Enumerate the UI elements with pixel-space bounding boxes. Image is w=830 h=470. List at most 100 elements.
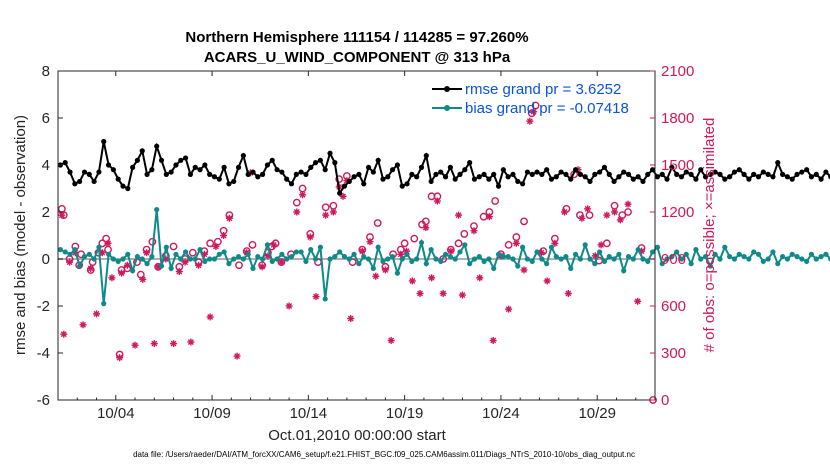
asterisk-stroke — [220, 232, 227, 239]
bias-point — [674, 249, 680, 255]
bias-point — [385, 256, 391, 262]
asterisk-stroke — [151, 340, 158, 347]
obs-assimilated-marker — [408, 277, 416, 285]
rmse-point — [447, 164, 453, 170]
obs-possible-marker — [373, 219, 382, 227]
rmse-point — [640, 178, 646, 185]
asterisk-stroke — [207, 314, 214, 320]
obs-assimilated-marker — [458, 291, 466, 299]
obs-assimilated-marker — [79, 321, 87, 329]
bias-point — [337, 249, 343, 255]
obs-assimilated-marker — [93, 310, 101, 318]
bias-point — [794, 254, 800, 260]
bias-point — [346, 256, 352, 262]
rmse-point — [597, 169, 603, 175]
obs-assimilated-marker — [520, 266, 528, 274]
obs-possible-marker — [531, 101, 540, 110]
asterisk-stroke — [428, 274, 435, 281]
asterisk-stroke — [372, 273, 379, 280]
rmse-point — [779, 171, 786, 177]
obs-assimilated-marker — [233, 352, 241, 360]
obs-assimilated-marker — [87, 264, 95, 272]
bias-point — [813, 256, 819, 262]
bias-point — [611, 256, 617, 262]
rmse-point — [476, 174, 482, 180]
asterisk-stroke — [530, 108, 537, 115]
asterisk-stroke — [87, 265, 94, 272]
rmse-point — [139, 148, 145, 154]
asterisk-stroke — [187, 339, 194, 345]
bias-point — [293, 249, 299, 255]
rmse-point — [760, 169, 766, 175]
obs-assimilated-marker — [611, 208, 619, 216]
bias-point — [495, 251, 502, 257]
bias-point — [592, 261, 598, 267]
bias-point — [399, 256, 405, 262]
y-left-tick-label: 8 — [42, 63, 50, 80]
bias-point — [380, 258, 386, 264]
obs-possible-marker — [169, 242, 178, 251]
asterisk-stroke — [176, 268, 183, 275]
rmse-point — [293, 171, 299, 177]
bias-point — [433, 256, 439, 262]
rmse-point — [794, 171, 800, 177]
bias-point — [139, 256, 145, 262]
rmse-point — [245, 171, 251, 177]
rmse-point — [423, 153, 429, 159]
rmse-point — [616, 174, 622, 180]
bias-point — [669, 254, 675, 260]
asterisk-stroke — [598, 241, 605, 248]
asterisk-stroke — [459, 292, 466, 298]
bias-point — [187, 256, 193, 262]
bias-point — [130, 268, 136, 274]
rmse-point — [433, 171, 439, 177]
rmse-point — [81, 169, 88, 175]
asterisk-stroke — [108, 274, 115, 281]
bias-point — [125, 251, 131, 257]
rmse-point — [356, 171, 362, 177]
y-left-tick-label: -4 — [37, 345, 50, 362]
rmse-point — [813, 171, 819, 177]
bias-point — [134, 254, 141, 260]
bias-point — [601, 258, 608, 264]
rmse-point — [149, 167, 155, 173]
x-tick-label: 10/19 — [386, 405, 424, 422]
bias-point — [640, 256, 646, 262]
bias-point — [616, 251, 622, 257]
bias-point — [548, 244, 555, 250]
rmse-point — [495, 183, 502, 189]
bias-point — [688, 261, 694, 267]
bias-point — [279, 251, 285, 257]
obs-assimilated-marker — [447, 247, 455, 255]
rmse-point — [601, 164, 608, 170]
y-left-tick-label: -2 — [37, 298, 50, 315]
bias-point — [356, 261, 362, 267]
asterisk-stroke — [286, 303, 293, 309]
rmse-point — [216, 176, 222, 182]
bias-point — [284, 256, 290, 262]
bias-point — [539, 256, 545, 262]
bias-point — [298, 249, 304, 255]
rmse-point — [491, 171, 497, 177]
rmse-point — [606, 171, 612, 177]
rmse-point — [755, 174, 762, 180]
rmse-point — [250, 169, 256, 175]
bias-point — [544, 261, 550, 267]
rmse-point — [96, 169, 102, 175]
asterisk-stroke — [476, 274, 483, 281]
bias-point — [361, 254, 367, 260]
rmse-point — [688, 171, 694, 177]
bias-point — [260, 256, 266, 262]
bias-point — [500, 254, 506, 260]
rmse-point — [654, 174, 661, 180]
y-left-axis-label: rmse and bias (model - observation) — [12, 115, 29, 355]
obs-possible-marker — [400, 239, 409, 248]
obs-assimilated-marker — [118, 269, 126, 277]
rmse-point — [587, 178, 593, 185]
y-left-tick-label: 0 — [42, 251, 50, 268]
asterisk-stroke — [513, 240, 520, 247]
obs-assimilated-marker — [181, 258, 189, 266]
bias-point — [654, 244, 661, 250]
rmse-point — [592, 171, 598, 177]
bias-point — [154, 207, 160, 213]
